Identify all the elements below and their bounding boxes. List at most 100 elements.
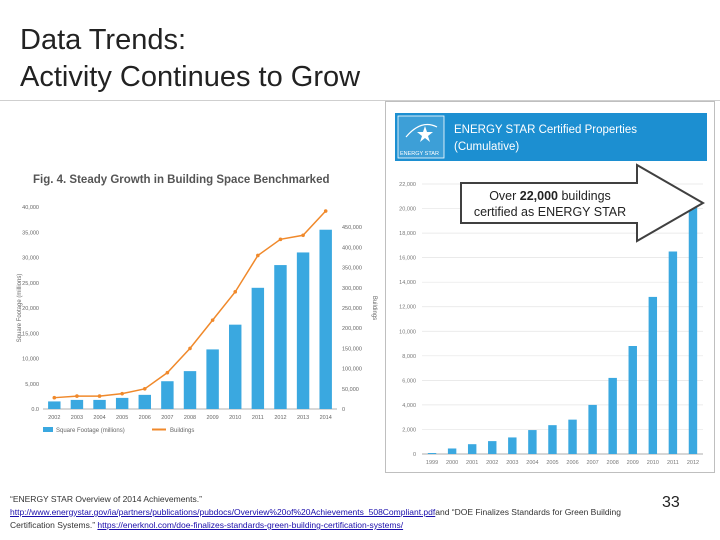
slide-title: Data Trends: Activity Continues to Grow xyxy=(20,22,360,96)
chart1-line-point xyxy=(97,394,102,398)
slide-title-line2: Activity Continues to Grow xyxy=(20,61,361,93)
chart2-ytick-label: 4,000 xyxy=(402,403,416,409)
chart2-title-line2: (Cumulative) xyxy=(454,141,519,153)
certified-properties-chart: ENERGY STAR ENERGY STAR Certified Propert… xyxy=(385,101,715,473)
chart1-xtick-label: 2004 xyxy=(93,415,105,421)
chart2-bar xyxy=(508,437,517,454)
chart2-xtick-label: 2010 xyxy=(647,460,659,466)
chart2-bar xyxy=(528,430,537,454)
chart1-ylabel: Square Footage (millions) xyxy=(17,274,23,343)
chart1-bar xyxy=(251,287,265,409)
chart1-xtick-label: 2003 xyxy=(71,415,83,421)
citation-part1: “ENERGY STAR Overview of 2014 Achievemen… xyxy=(10,494,202,504)
chart1-y2tick-label: 350,000 xyxy=(342,266,362,272)
chart2-xtick-label: 2009 xyxy=(627,460,639,466)
chart1-xtick-label: 2007 xyxy=(161,415,173,421)
chart1-line-point xyxy=(120,391,124,396)
chart2-bar xyxy=(548,425,557,454)
chart1-bar xyxy=(319,229,332,409)
chart2-bar xyxy=(688,202,698,454)
citation-link2[interactable]: https://enerknol.com/doe-finalizes-stand… xyxy=(97,520,404,530)
chart1-line-point xyxy=(142,387,147,391)
chart1-y2tick-label: 0 xyxy=(342,407,345,413)
chart2-title-line1: ENERGY STAR Certified Properties xyxy=(454,124,637,136)
chart1-legend-bar-swatch xyxy=(43,427,53,432)
chart2-ytick-label: 0 xyxy=(413,452,416,458)
chart2-xtick-label: 1999 xyxy=(426,460,438,466)
chart1-y2label: Buildings xyxy=(371,296,377,320)
chart2-bar xyxy=(608,377,617,454)
chart2-xtick-label: 2006 xyxy=(566,460,578,466)
chart1-line-point xyxy=(165,370,170,375)
chart1-ytick-label: 40,000 xyxy=(22,205,39,211)
chart1-line-point xyxy=(323,209,328,213)
chart1-y2tick-label: 250,000 xyxy=(342,306,362,312)
chart1-line-point xyxy=(278,237,283,242)
chart1-bar xyxy=(115,397,129,409)
chart1-bar xyxy=(274,265,287,409)
chart1-xtick-label: 2013 xyxy=(297,415,309,421)
chart1-xtick-label: 2010 xyxy=(229,415,241,421)
chart1-bar xyxy=(138,394,151,409)
chart1-xtick-label: 2005 xyxy=(116,415,128,421)
benchmarked-space-chart: Fig. 4. Steady Growth in Building Space … xyxy=(17,174,377,434)
callout-prefix: Over xyxy=(489,189,520,203)
chart2-bar xyxy=(668,251,678,454)
energy-star-logo-swoosh xyxy=(405,124,438,138)
chart2-xtick-label: 2012 xyxy=(687,460,699,466)
chart1-ytick-label: 15,000 xyxy=(22,331,39,337)
arrow-right-callout-icon xyxy=(460,163,705,243)
chart2-bar xyxy=(588,404,597,454)
slide-title-line1: Data Trends: xyxy=(20,24,187,56)
chart2-xtick-label: 2000 xyxy=(446,460,458,466)
chart1-line-point xyxy=(188,346,192,351)
chart1-bar xyxy=(93,399,106,409)
chart1-bar xyxy=(161,381,174,409)
chart1-y2tick-label: 200,000 xyxy=(342,326,362,332)
chart2-ytick-label: 12,000 xyxy=(399,305,416,311)
energy-star-logo-text: ENERGY STAR xyxy=(400,151,439,157)
callout-highlight: 22,000 xyxy=(519,189,558,203)
callout-text: Over 22,000 buildings certified as ENERG… xyxy=(462,188,638,220)
chart1-line-point xyxy=(301,233,305,238)
chart2-ytick-label: 22,000 xyxy=(399,182,416,188)
chart1-xtick-label: 2014 xyxy=(320,415,332,421)
chart1-xtick-label: 2011 xyxy=(252,415,264,421)
chart1-y2tick-label: 50,000 xyxy=(342,387,359,393)
chart1-ytick-label: 30,000 xyxy=(22,256,39,262)
citation-link1[interactable]: http://www.energystar.gov/ia/partners/pu… xyxy=(10,507,436,517)
chart2-ytick-label: 10,000 xyxy=(399,329,416,335)
chart1-y2tick-label: 150,000 xyxy=(342,346,362,352)
chart1-legend-line-label: Buildings xyxy=(170,428,194,434)
chart2-bar xyxy=(447,448,457,454)
chart1-ytick-label: 20,000 xyxy=(22,306,39,312)
callout-line2: certified as ENERGY STAR xyxy=(473,205,627,219)
chart2-ytick-label: 2,000 xyxy=(402,427,416,433)
energy-star-logo-star xyxy=(417,126,433,142)
chart1-y2tick-label: 300,000 xyxy=(342,286,362,292)
chart2-bar xyxy=(467,444,477,454)
chart2-header xyxy=(395,113,707,161)
chart1-y2tick-label: 450,000 xyxy=(342,225,362,231)
chart2-ytick-label: 6,000 xyxy=(402,378,416,384)
chart1-ytick-label: 10,000 xyxy=(22,357,39,363)
energy-star-logo-icon xyxy=(397,115,445,159)
chart1-legend-bar-label: Square Footage (millions) xyxy=(56,428,125,434)
chart1-bar xyxy=(70,399,84,409)
chart2-bar xyxy=(568,419,577,454)
chart1-title: Fig. 4. Steady Growth in Building Space … xyxy=(33,174,330,186)
callout-suffix: buildings xyxy=(557,189,611,203)
chart1-y2tick-label: 100,000 xyxy=(342,367,362,373)
chart1-xtick-label: 2008 xyxy=(184,415,196,421)
chart1-bar xyxy=(229,324,242,409)
chart1-ytick-label: 25,000 xyxy=(22,281,39,287)
chart1-bar xyxy=(206,349,219,409)
chart1-line-point xyxy=(233,290,238,294)
chart2-bar xyxy=(488,441,497,454)
chart1-bar xyxy=(296,252,310,409)
chart2-xtick-label: 2008 xyxy=(607,460,619,466)
chart2-xtick-label: 2001 xyxy=(466,460,478,466)
chart2-xtick-label: 2005 xyxy=(546,460,558,466)
chart2-panel xyxy=(385,101,715,473)
chart1-bar xyxy=(48,401,61,409)
